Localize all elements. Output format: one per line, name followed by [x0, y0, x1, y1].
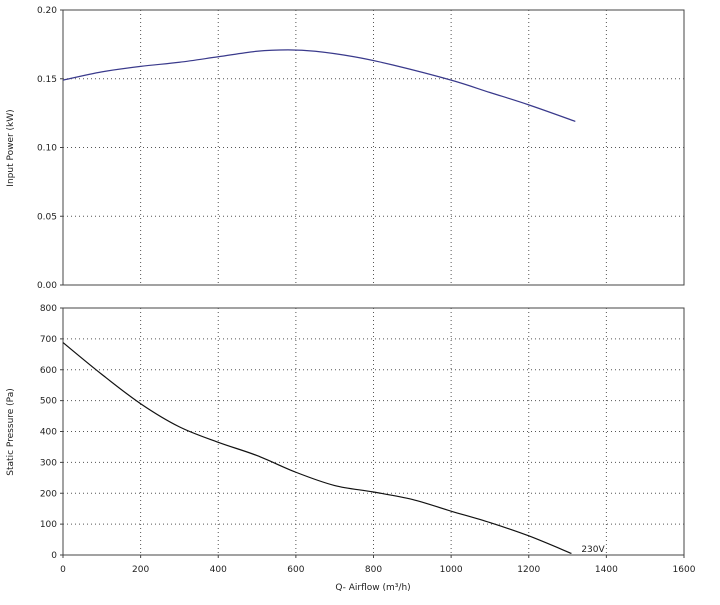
static-pressure-y-tick-label-8: 800 [40, 304, 57, 314]
airflow-x-tick-label-3: 600 [287, 565, 304, 575]
static-pressure-grid [63, 308, 684, 555]
static-pressure-series-point-5 [256, 455, 257, 456]
static-pressure-y-tick-label-0: 0 [51, 551, 57, 561]
input-power-series-point-2 [140, 66, 141, 67]
airflow-x-tick-label-5: 1000 [440, 565, 463, 575]
voltage-annotation-0: 230V [581, 545, 605, 555]
static-pressure-y-tick-label-6: 600 [40, 366, 57, 376]
static-pressure-series [62, 342, 572, 555]
static-pressure-series-point-10 [451, 511, 452, 512]
static-pressure-y-axis-label: Static Pressure (Pa) [6, 388, 16, 475]
input-power-series-point-3 [179, 62, 180, 63]
static-pressure-series-point-7 [334, 485, 335, 486]
input-power-series-point-13 [575, 121, 576, 122]
input-power-series-point-11 [489, 92, 490, 93]
static-pressure-series-point-12 [528, 535, 529, 536]
static-pressure-series-line-0 [62, 342, 572, 555]
input-power-y-axis-label: Input Power (kW) [6, 109, 16, 186]
static-pressure-series-point-13 [571, 553, 572, 554]
airflow-x-tick-label-8: 1600 [673, 565, 696, 575]
input-power-y-tick-label-2: 0.10 [37, 144, 57, 154]
input-power-y-tick-label-3: 0.15 [37, 75, 57, 85]
static-pressure-y-tick-label-1: 100 [40, 520, 57, 530]
input-power-series-point-1 [101, 71, 102, 72]
static-pressure-series-point-9 [412, 499, 413, 500]
input-power-series-point-6 [288, 49, 289, 50]
static-pressure-series-point-6 [295, 472, 296, 473]
input-power-grid [63, 10, 684, 285]
input-power-series-point-0 [62, 80, 63, 81]
static-pressure-y-tick-label-7: 700 [40, 335, 57, 345]
static-pressure-annotations: 230V [581, 545, 605, 555]
input-power-series-point-8 [353, 56, 354, 57]
input-power-y-tick-label-4: 0.20 [37, 6, 57, 16]
airflow-x-tick-label-7: 1400 [595, 565, 618, 575]
input-power-series-point-10 [451, 80, 452, 81]
input-power-plot-frame [62, 9, 685, 286]
input-power-series-point-12 [528, 104, 529, 105]
static-pressure-series-point-2 [140, 403, 141, 404]
input-power-series-line-0 [62, 49, 576, 122]
input-power-panel: 0.00 0.05 0.10 0.15 0.20 Input Power (kW) [6, 6, 685, 291]
airflow-x-tick-label-0: 0 [60, 565, 66, 575]
static-pressure-y-tick-label-5: 500 [40, 397, 57, 407]
airflow-x-tick-label-2: 400 [210, 565, 227, 575]
airflow-x-tick-label-1: 200 [132, 565, 149, 575]
static-pressure-series-point-11 [489, 522, 490, 523]
static-pressure-y-tick-label-3: 300 [40, 458, 57, 468]
static-pressure-series-point-4 [218, 442, 219, 443]
static-pressure-plot-frame [62, 307, 685, 556]
static-pressure-y-tick-label-2: 200 [40, 489, 57, 499]
static-pressure-series-point-8 [373, 491, 374, 492]
input-power-y-tick-label-0: 0.00 [37, 281, 57, 291]
static-pressure-panel: 0 100 200 300 400 500 600 700 800 0 200 400 600 800 1… [6, 304, 696, 593]
input-power-y-ticks: 0.00 0.05 0.10 0.15 0.20 [37, 6, 63, 291]
static-pressure-series-point-0 [62, 342, 63, 343]
airflow-x-tick-label-6: 1200 [517, 565, 540, 575]
input-power-series-point-4 [218, 56, 219, 57]
static-pressure-series-point-1 [101, 374, 102, 375]
static-pressure-y-ticks: 0 100 200 300 400 500 600 700 800 [40, 304, 63, 561]
airflow-x-tick-label-4: 800 [365, 565, 382, 575]
airflow-x-axis-label: Q- Airflow (m³/h) [335, 583, 410, 593]
input-power-y-tick-label-1: 0.05 [37, 212, 57, 222]
airflow-x-ticks: 0 200 400 600 800 1000 1200 1400 1600 [60, 555, 696, 575]
input-power-series-point-7 [315, 51, 316, 52]
static-pressure-series-point-3 [179, 426, 180, 427]
input-power-series-point-9 [392, 64, 393, 65]
static-pressure-y-tick-label-4: 400 [40, 428, 57, 438]
input-power-series-point-5 [256, 51, 257, 52]
input-power-series [62, 49, 576, 122]
